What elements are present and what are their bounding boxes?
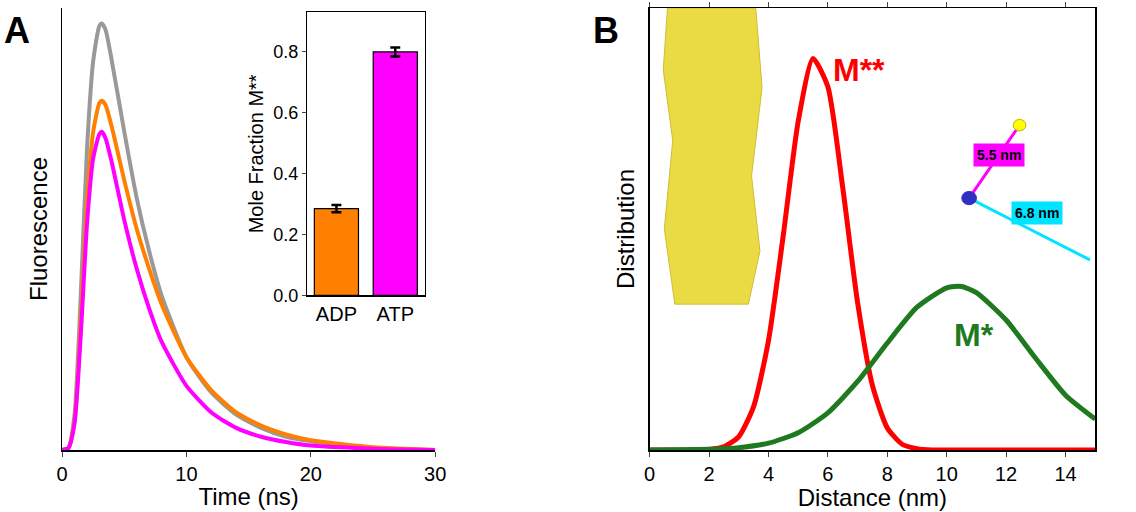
svg-text:6.8 nm: 6.8 nm (1015, 205, 1059, 221)
svg-text:0: 0 (644, 463, 655, 485)
svg-text:Mole Fraction M**: Mole Fraction M** (245, 74, 267, 233)
svg-text:0.0: 0.0 (273, 286, 298, 306)
svg-text:B: B (593, 10, 619, 51)
svg-text:0.4: 0.4 (273, 164, 298, 184)
svg-text:10: 10 (936, 463, 958, 485)
svg-text:8: 8 (882, 463, 893, 485)
svg-text:4: 4 (763, 463, 774, 485)
svg-text:M*: M* (954, 317, 994, 353)
svg-text:2: 2 (703, 463, 714, 485)
svg-text:Distribution: Distribution (612, 169, 639, 289)
svg-text:A: A (4, 10, 30, 51)
svg-text:10: 10 (175, 463, 197, 485)
svg-text:14: 14 (1054, 463, 1076, 485)
svg-text:Distance (nm): Distance (nm) (798, 485, 947, 512)
svg-text:30: 30 (424, 463, 446, 485)
svg-text:12: 12 (995, 463, 1017, 485)
svg-text:Fluorescence: Fluorescence (25, 157, 52, 301)
svg-text:ATP: ATP (377, 303, 414, 325)
svg-text:0.8: 0.8 (273, 42, 298, 62)
svg-text:5.5 nm: 5.5 nm (977, 147, 1021, 163)
svg-text:Time (ns): Time (ns) (198, 483, 298, 510)
svg-text:20: 20 (300, 463, 322, 485)
svg-text:0.6: 0.6 (273, 103, 298, 123)
svg-text:6: 6 (822, 463, 833, 485)
svg-text:0: 0 (57, 463, 68, 485)
svg-text:M**: M** (833, 52, 885, 88)
svg-text:ADP: ADP (316, 303, 357, 325)
svg-text:0.2: 0.2 (273, 225, 298, 245)
